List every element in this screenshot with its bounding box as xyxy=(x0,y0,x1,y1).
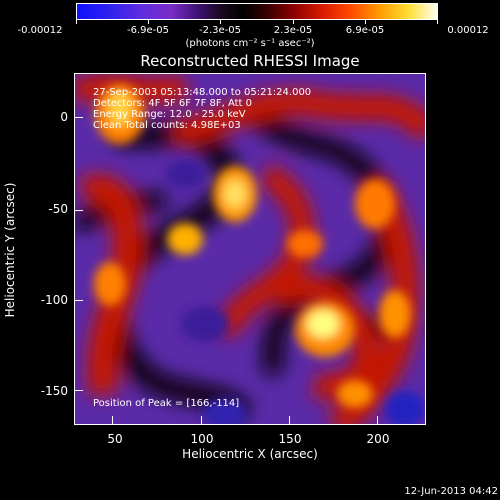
rhessi-image xyxy=(74,73,426,425)
y-tick-label: -150 xyxy=(40,384,68,398)
colorbar-label: 0.00012 xyxy=(447,25,489,36)
info-time-range: 27-Sep-2003 05:13:48.000 to 05:21:24.000 xyxy=(93,87,312,98)
x-tick-label: 200 xyxy=(366,432,390,446)
info-energy-range: Energy Range: 12.0 - 25.0 keV xyxy=(93,109,246,120)
info-detectors: Detectors: 4F 5F 6F 7F 8F, Att 0 xyxy=(93,98,253,109)
timestamp: 12-Jun-2013 04:42 xyxy=(404,486,498,497)
info-total-counts: Clean Total counts: 4.98E+03 xyxy=(93,120,241,131)
colorbar-label: -6.9e-05 xyxy=(127,25,169,36)
y-axis-label: Heliocentric Y (arcsec) xyxy=(3,182,17,318)
colorbar-label: -2.3e-05 xyxy=(199,25,241,36)
colorbar-label: 6.9e-05 xyxy=(345,25,385,36)
x-axis-label: Heliocentric X (arcsec) xyxy=(182,447,318,461)
colorbar-label: 2.3e-05 xyxy=(273,25,313,36)
colorbar-unit: (photons cm⁻² s⁻¹ asec⁻²) xyxy=(185,38,315,49)
image-title: Reconstructed RHESSI Image xyxy=(140,52,360,70)
x-tick-label: 100 xyxy=(190,432,214,446)
rhessi-image-canvas xyxy=(75,74,425,424)
peak-position: Position of Peak = [166,-114] xyxy=(93,398,240,409)
x-tick-label: 50 xyxy=(107,432,123,446)
y-tick-label: -50 xyxy=(48,202,68,216)
y-tick-label: -100 xyxy=(40,293,68,307)
observation-info: 27-Sep-2003 05:13:48.000 to 05:21:24.000… xyxy=(93,87,311,131)
colorbar-label: -0.00012 xyxy=(17,25,63,36)
colorbar xyxy=(76,3,438,20)
x-tick-label: 150 xyxy=(278,432,302,446)
y-tick-label: 0 xyxy=(60,110,68,124)
